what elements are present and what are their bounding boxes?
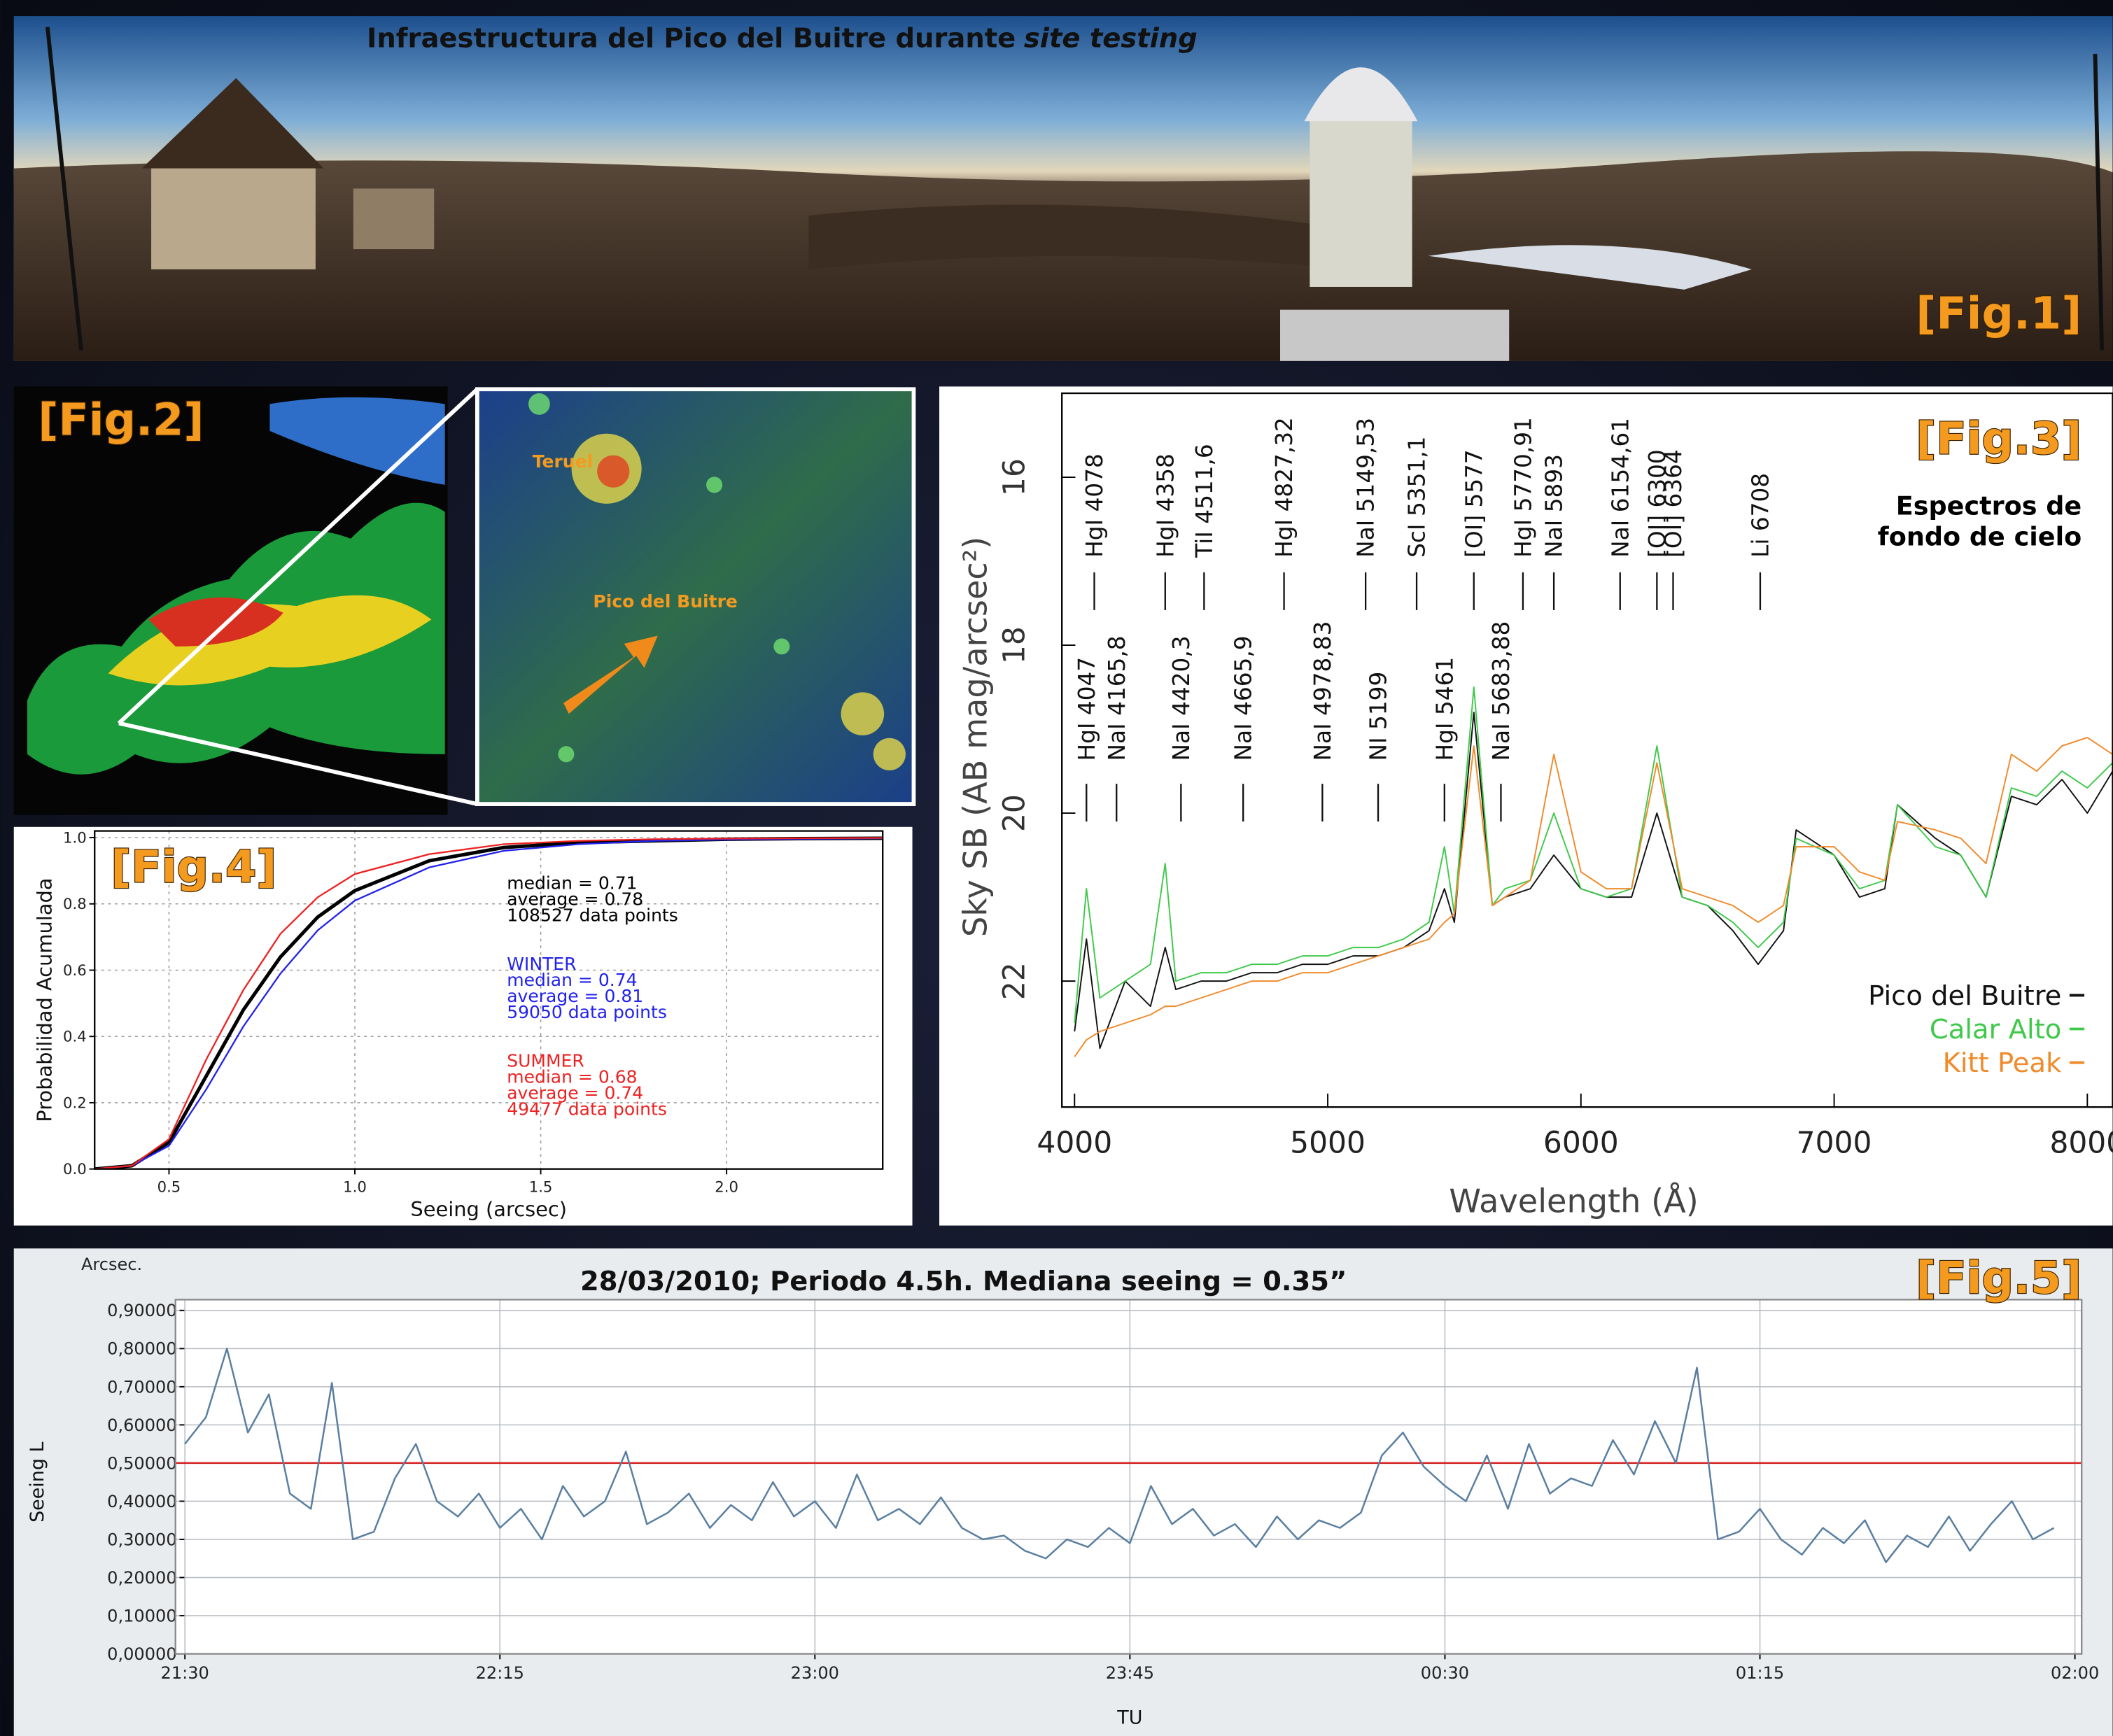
line-id-label: HgI 4078 xyxy=(1081,453,1108,558)
y-tick-label: 1.0 xyxy=(63,828,87,846)
figure-label: [Fig.5] xyxy=(1916,1252,2082,1304)
x-axis-label: Seeing (arcsec) xyxy=(410,1197,567,1221)
line-id-label: NaI 6154,61 xyxy=(1607,418,1634,558)
y-tick-label: 0.2 xyxy=(63,1094,87,1111)
panorama: Infraestructura del Pico del Buitre dura… xyxy=(14,16,2113,361)
line-id-label: TiI 4511,6 xyxy=(1191,444,1218,558)
house xyxy=(151,169,316,269)
line-id-label: HgI 4827,32 xyxy=(1271,417,1298,558)
line-id-label: [OI] 5577 xyxy=(1461,449,1487,558)
panorama-title: Infraestructura del Pico del Buitre dura… xyxy=(367,22,1198,54)
y-tick-label: 0.8 xyxy=(63,895,87,912)
line-id-label: HgI 5770,91 xyxy=(1510,417,1536,558)
y-tick-label: 0,10000 xyxy=(107,1606,176,1625)
x-tick-label: 02:00 xyxy=(2051,1663,2099,1683)
line-id-label: NI 5199 xyxy=(1366,672,1392,761)
x-tick-label: 21:30 xyxy=(161,1663,209,1683)
y-tick-label: 18 xyxy=(997,626,1031,664)
place-label: Teruel xyxy=(533,451,593,472)
y-tick-label: 0,80000 xyxy=(107,1339,176,1359)
figure-label: [Fig.2] xyxy=(38,394,204,446)
x-tick-label: 01:15 xyxy=(1736,1663,1784,1683)
y-tick-label: 0,90000 xyxy=(107,1301,176,1320)
line-id-label: HgI 5461 xyxy=(1431,657,1458,761)
unit-label: Arcsec. xyxy=(81,1255,142,1274)
y-tick-label: 0.6 xyxy=(63,961,87,979)
town-light xyxy=(558,746,574,762)
figure-label: [Fig.3] xyxy=(1916,413,2082,465)
line-id-label: NaI 5893 xyxy=(1541,454,1568,558)
city-light xyxy=(597,456,629,488)
y-tick-label: 0,30000 xyxy=(107,1530,176,1549)
x-tick-label: 23:45 xyxy=(1106,1663,1154,1683)
city-light xyxy=(841,692,885,735)
y-tick-label: 0,70000 xyxy=(107,1377,176,1397)
x-tick-label: 5000 xyxy=(1290,1126,1366,1160)
x-axis-label: TU xyxy=(1116,1707,1142,1729)
town-light xyxy=(528,393,550,415)
x-tick-label: 1.0 xyxy=(343,1178,367,1195)
legend-label: Kitt Peak xyxy=(1943,1047,2062,1079)
line-id-label: NaI 5149,53 xyxy=(1353,418,1380,558)
title-emphasis: site testing xyxy=(1024,22,1198,54)
line-id-label: NaI 4420,3 xyxy=(1168,635,1195,761)
platform xyxy=(1280,310,1509,361)
plot-area xyxy=(176,1299,2082,1653)
y-axis-label: Sky SB (AB mag/arcsec²) xyxy=(956,537,994,937)
town-light xyxy=(706,477,722,493)
line-id-label: NaI 5683,88 xyxy=(1488,621,1515,761)
x-axis-label: Wavelength (Å) xyxy=(1449,1182,1698,1220)
figure-label: [Fig.1] xyxy=(1916,288,2082,339)
y-tick-label: 20 xyxy=(997,794,1031,832)
y-tick-label: 16 xyxy=(997,458,1031,496)
x-tick-label: 2.0 xyxy=(715,1178,738,1195)
terrain xyxy=(14,151,2113,361)
title-text: Infraestructura del Pico del Buitre dura… xyxy=(367,22,1016,54)
line-id-label: [OI] 6364 xyxy=(1660,449,1687,558)
chart-title: 28/03/2010; Periodo 4.5h. Mediana seeing… xyxy=(580,1266,1347,1297)
line-id-label: NaI 4665,9 xyxy=(1230,635,1257,761)
y-tick-label: 0,40000 xyxy=(107,1492,176,1511)
poster: Infraestructura del Pico del Buitre dura… xyxy=(0,0,2113,1736)
x-tick-label: 4000 xyxy=(1037,1126,1112,1160)
line-id-label: Li 6708 xyxy=(1747,473,1774,558)
stat-text: 49477 data points xyxy=(507,1099,667,1120)
hut xyxy=(353,188,434,249)
y-tick-label: 0,60000 xyxy=(107,1416,176,1435)
legend-label: Pico del Buitre xyxy=(1868,980,2061,1012)
x-tick-label: 22:15 xyxy=(476,1663,524,1683)
town-light xyxy=(773,638,789,654)
annotation: Espectros de xyxy=(1896,491,2082,521)
x-tick-label: 23:00 xyxy=(791,1663,839,1683)
line-id-label: NaI 4165,8 xyxy=(1104,635,1130,761)
y-tick-label: 0,20000 xyxy=(107,1568,176,1588)
tower xyxy=(1310,118,1412,287)
x-tick-label: 00:30 xyxy=(1421,1663,1469,1683)
line-id-label: NaI 4978,83 xyxy=(1310,621,1336,761)
y-tick-label: 22 xyxy=(997,962,1031,1000)
annotation: fondo de cielo xyxy=(1878,522,2082,552)
city-light xyxy=(873,738,906,770)
line-id-label: HgI 4047 xyxy=(1074,657,1100,761)
x-tick-label: 1.5 xyxy=(529,1178,553,1195)
figure-label: [Fig.4] xyxy=(111,841,276,893)
y-tick-label: 0,50000 xyxy=(107,1453,176,1473)
x-tick-label: 6000 xyxy=(1543,1126,1619,1160)
legend-label: Calar Alto xyxy=(1930,1014,2061,1045)
x-tick-label: 7000 xyxy=(1797,1126,1872,1160)
x-tick-label: 0.5 xyxy=(157,1178,181,1195)
y-tick-label: 0.0 xyxy=(63,1160,87,1178)
stat-text: 59050 data points xyxy=(507,1002,667,1022)
y-axis-label: Probabilidad Acumulada xyxy=(33,878,57,1122)
y-axis-label: Seeing L xyxy=(27,1441,48,1522)
stat-text: 108527 data points xyxy=(507,905,678,926)
y-tick-label: 0.4 xyxy=(63,1028,87,1045)
line-id-label: ScI 5351,1 xyxy=(1404,437,1431,558)
place-label: Pico del Buitre xyxy=(593,591,738,612)
line-id-label: HgI 4358 xyxy=(1152,453,1179,558)
x-tick-label: 8000 xyxy=(2049,1126,2113,1160)
y-tick-label: 0,00000 xyxy=(107,1644,176,1664)
